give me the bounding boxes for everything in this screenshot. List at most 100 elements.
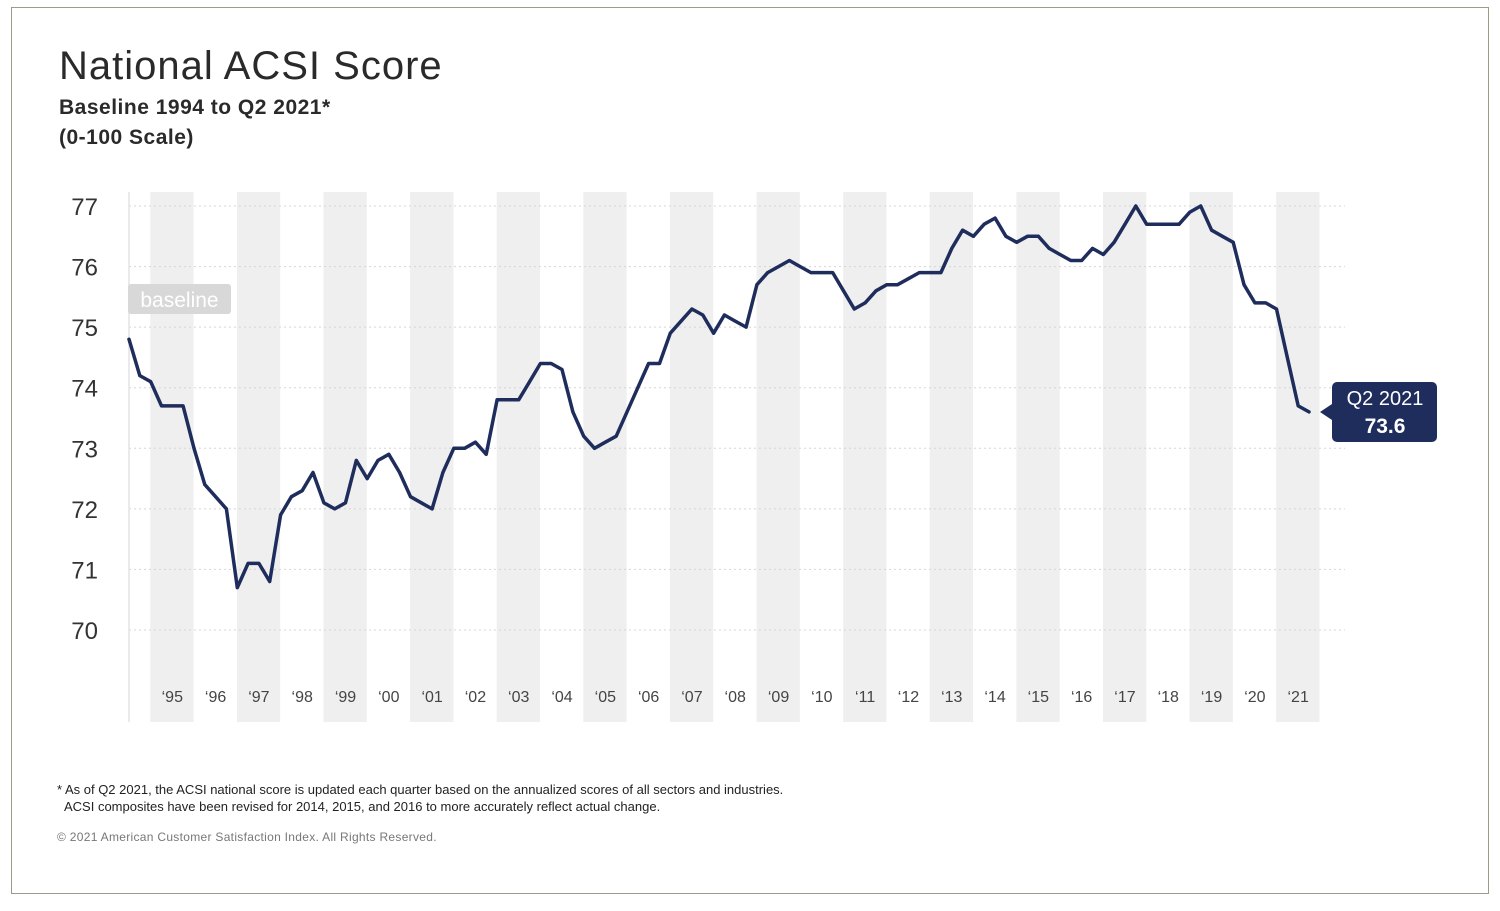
data-point (1177, 222, 1181, 226)
data-point (777, 265, 780, 269)
x-tick-label: ‘12 (898, 689, 919, 706)
data-point (1242, 283, 1246, 287)
data-point (257, 561, 261, 565)
x-tick-label: ‘07 (681, 689, 702, 706)
data-point (235, 586, 239, 590)
data-point (798, 265, 802, 269)
year-band (756, 192, 800, 722)
data-point (181, 404, 185, 408)
data-point (149, 380, 153, 384)
data-point (1210, 228, 1214, 232)
data-point (192, 446, 196, 450)
data-point (1036, 234, 1040, 238)
data-point (409, 495, 412, 499)
x-tick-label: ‘08 (725, 689, 746, 706)
copyright: © 2021 American Customer Satisfaction In… (57, 830, 437, 844)
y-tick-label: 71 (71, 557, 98, 584)
data-point (452, 446, 456, 450)
data-point (473, 440, 477, 444)
data-point (571, 410, 575, 414)
year-band (150, 192, 194, 722)
data-point (1026, 234, 1029, 238)
year-band (1102, 192, 1147, 722)
x-tick-label: ‘02 (465, 689, 486, 706)
year-band (583, 192, 627, 722)
y-tick-label: 70 (71, 618, 98, 645)
data-point (603, 440, 607, 444)
data-point (1123, 222, 1127, 226)
year-band (1276, 192, 1320, 722)
x-tick-label: ‘18 (1158, 689, 1179, 706)
data-point (820, 271, 824, 275)
data-point (582, 434, 586, 438)
data-point (993, 216, 997, 220)
callout-period: Q2 2021 (1347, 388, 1424, 410)
y-tick-label: 72 (71, 497, 98, 524)
data-point (1080, 259, 1084, 262)
data-point (463, 446, 467, 450)
data-point (1004, 234, 1008, 238)
data-point (766, 271, 770, 275)
data-point (722, 313, 726, 317)
data-point (1199, 204, 1203, 208)
data-point (971, 234, 975, 238)
year-band (236, 192, 281, 722)
data-point (138, 374, 142, 378)
data-point (170, 404, 174, 408)
data-point (538, 362, 542, 365)
data-point (1220, 234, 1224, 238)
x-tick-label: ‘15 (1028, 689, 1049, 706)
x-tick-label: ‘97 (248, 689, 269, 706)
data-point (1285, 355, 1289, 359)
x-tick-label: ‘03 (508, 689, 529, 706)
data-point (1069, 259, 1073, 262)
x-tick-label: ‘09 (768, 689, 789, 706)
data-point (593, 446, 596, 450)
data-point (787, 259, 791, 262)
data-point (614, 434, 618, 438)
series-line (127, 204, 1311, 590)
data-point (1231, 240, 1235, 244)
year-band (843, 192, 887, 722)
data-point (268, 580, 272, 583)
data-point (1264, 301, 1268, 305)
data-point (279, 513, 283, 517)
data-point (852, 307, 856, 311)
data-point (246, 561, 250, 565)
data-point (1134, 204, 1138, 208)
data-point (896, 283, 900, 287)
x-tick-label: ‘06 (638, 689, 659, 706)
x-tick-label: ‘01 (421, 689, 442, 706)
data-point (831, 271, 835, 275)
data-point (842, 289, 845, 293)
data-point (690, 307, 694, 311)
data-point (950, 246, 954, 250)
callout-value: 73.6 (1365, 415, 1406, 438)
data-point (809, 271, 813, 275)
chart-title: National ACSI Score (59, 44, 443, 88)
data-point (939, 271, 943, 275)
y-tick-labels: 77 76 75 74 73 72 71 70 (71, 194, 98, 645)
data-point (549, 362, 553, 365)
data-point (733, 319, 737, 323)
data-point (376, 458, 380, 462)
data-point (701, 313, 705, 317)
x-tick-label: ‘17 (1114, 689, 1135, 706)
data-point (961, 228, 965, 232)
x-tick-label: ‘00 (378, 689, 399, 706)
baseline-tag: baseline (128, 284, 231, 314)
data-point (1058, 253, 1062, 256)
x-tick-labels: ‘95 ‘96 ‘97 ‘98 ‘99 ‘00 ‘01 ‘02 ‘03 ‘04 ‘05 ‘06 ‘07 ‘… (162, 689, 1309, 706)
y-tick-label: 75 (71, 315, 98, 342)
data-point (863, 301, 867, 305)
data-point (419, 501, 423, 505)
data-point (528, 380, 532, 384)
footnote-line-1: * As of Q2 2021, the ACSI national score… (57, 782, 784, 797)
x-tick-label: ‘04 (551, 689, 572, 706)
x-tick-label: ‘98 (292, 689, 313, 706)
data-point (928, 271, 932, 275)
series-points (127, 204, 1311, 590)
data-point (668, 331, 672, 335)
y-tick-label: 76 (71, 255, 98, 282)
